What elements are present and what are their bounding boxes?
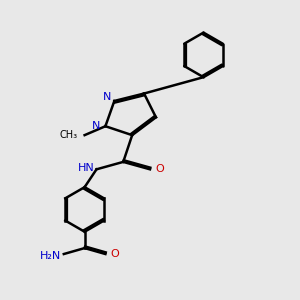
- Text: N: N: [102, 92, 111, 101]
- Text: H₂N: H₂N: [40, 250, 61, 260]
- Text: HN: HN: [78, 163, 95, 173]
- Text: N: N: [92, 121, 100, 131]
- Text: O: O: [155, 164, 164, 174]
- Text: O: O: [111, 249, 119, 259]
- Text: CH₃: CH₃: [60, 130, 78, 140]
